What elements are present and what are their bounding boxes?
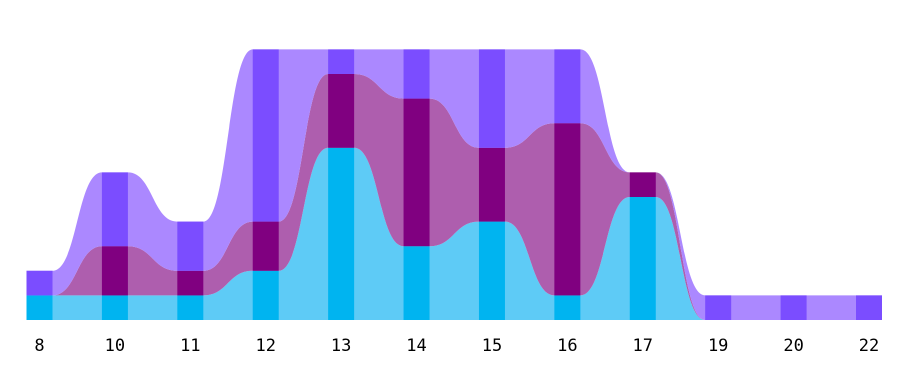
bar-segment-series-1-17	[629, 197, 656, 320]
bar-segment-series-3-14	[403, 49, 430, 99]
x-tick-label: 20	[783, 336, 803, 356]
x-tick-label: 8	[34, 336, 44, 356]
x-tick-label: 16	[557, 336, 577, 356]
bar-segment-series-3-11	[177, 221, 204, 271]
bar-segment-series-1-13	[328, 147, 355, 320]
x-axis-tick-labels: 8 10 11 12 13 14 15 16 17 19 20 22	[34, 336, 879, 356]
bar-segment-series-3-13	[328, 49, 355, 74]
series-area-1	[26, 147, 882, 320]
bar-segment-series-3-19	[705, 295, 732, 320]
bar-segment-series-1-15	[478, 221, 505, 320]
bar-segment-series-2-15	[478, 147, 505, 222]
bar-segment-series-3-12	[252, 49, 279, 222]
x-tick-label: 12	[255, 336, 275, 356]
bar-segment-series-3-15	[478, 49, 505, 148]
category-columns	[26, 49, 882, 320]
bar-segment-series-2-13	[328, 74, 355, 148]
x-tick-label: 22	[859, 336, 879, 356]
x-tick-label: 19	[708, 336, 728, 356]
bar-segment-series-2-14	[403, 98, 430, 247]
series-area-3	[26, 49, 882, 321]
bar-segment-series-1-11	[177, 295, 204, 320]
bar-segment-series-1-16	[554, 295, 581, 320]
series-areas	[26, 49, 882, 321]
bar-segment-series-2-12	[252, 221, 279, 271]
series-area-2	[26, 74, 882, 320]
bar-segment-series-2-16	[554, 123, 581, 296]
x-tick-label: 17	[633, 336, 653, 356]
bar-segment-series-3-20	[780, 295, 807, 320]
bar-segment-series-1-12	[252, 270, 279, 320]
bar-segment-series-2-11	[177, 270, 204, 296]
x-tick-label: 11	[180, 336, 200, 356]
x-tick-label: 14	[406, 336, 426, 356]
bar-segment-series-1-8	[26, 295, 53, 320]
bar-segment-series-1-14	[403, 246, 430, 320]
bar-segment-series-1-10	[101, 295, 128, 320]
bar-segment-series-3-16	[554, 49, 581, 124]
bar-segment-series-3-22	[856, 295, 882, 320]
x-tick-label: 13	[331, 336, 351, 356]
bar-segment-series-3-10	[101, 172, 128, 247]
bar-segment-series-2-17	[629, 172, 656, 197]
bar-segment-series-2-10	[101, 246, 128, 296]
bar-segment-series-3-8	[26, 270, 53, 296]
x-tick-label: 10	[105, 336, 125, 356]
x-tick-label: 15	[482, 336, 502, 356]
